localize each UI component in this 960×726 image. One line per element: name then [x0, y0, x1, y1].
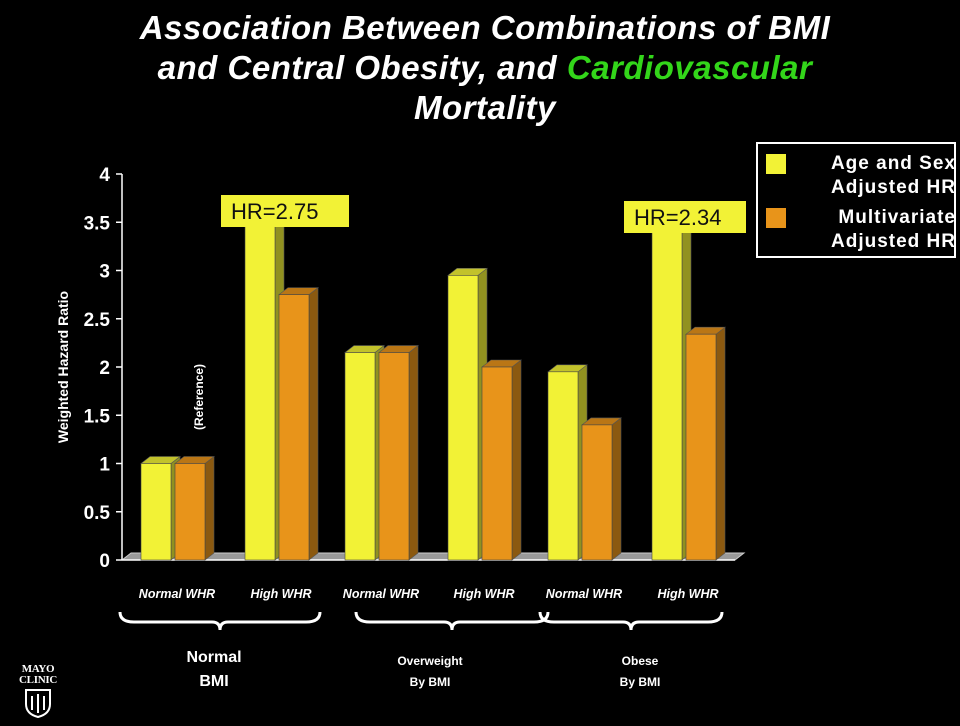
bar-series-1	[547, 371, 579, 561]
legend-swatch-series-2	[766, 208, 786, 228]
x-tick-label: High WHR	[453, 587, 514, 601]
legend-label-series-1-line-2: Adjusted HR	[831, 177, 956, 198]
bar-series-2	[685, 333, 717, 561]
y-tick-label: 2.5	[84, 310, 111, 331]
bar-series-2	[278, 294, 310, 561]
legend-label-series-1: Age and Sex Adjusted HR	[794, 152, 956, 200]
y-tick-label: 1.5	[84, 406, 111, 427]
chart-floor	[120, 552, 746, 561]
legend-swatch-series-1	[766, 154, 786, 174]
group-brace	[538, 611, 724, 631]
group-brace	[118, 611, 322, 631]
group-label-line-2: BMI	[199, 673, 228, 690]
group-label-line-2: By BMI	[410, 675, 451, 689]
title-highlight: Cardiovascular	[566, 49, 813, 86]
bar-series-2	[581, 424, 613, 561]
group-brace	[354, 611, 550, 631]
bar-series-1	[344, 352, 376, 561]
legend: Age and Sex Adjusted HR Multivariate Adj…	[756, 142, 956, 258]
bar-series-2	[174, 463, 206, 561]
mayo-clinic-logo: MAYO CLINIC	[12, 664, 64, 718]
bar-series-2-side	[715, 326, 726, 561]
title-line-2-text: and Central Obesity, and	[157, 49, 567, 86]
bar-series-1	[140, 463, 172, 561]
group-label-line-1: Normal	[186, 649, 241, 666]
bar-series-1	[447, 275, 479, 561]
y-tick-label: 3	[99, 262, 110, 283]
title-line-1: Association Between Combinations of BMI	[139, 9, 831, 46]
shield-icon	[25, 689, 51, 718]
legend-label-series-2-line-1: Multivariate	[838, 207, 956, 228]
y-tick-label: 1	[99, 455, 110, 476]
y-tick-label: 2	[99, 358, 110, 379]
x-tick-label: High WHR	[657, 587, 718, 601]
reference-annotation: (Reference)	[192, 364, 206, 430]
title-line-2: and Central Obesity, and Cardiovascular	[60, 48, 910, 88]
bar-series-2-side	[511, 359, 522, 561]
x-tick-label: Normal WHR	[139, 587, 215, 601]
bar-series-2	[481, 366, 513, 561]
x-tick-label: Normal WHR	[546, 587, 622, 601]
bar-series-2-side	[204, 455, 215, 561]
logo-text-line-2: CLINIC	[19, 674, 57, 686]
legend-label-series-2: Multivariate Adjusted HR	[794, 206, 956, 254]
bar-series-2-side	[611, 417, 622, 561]
y-axis-label: Weighted Hazard Ratio	[55, 291, 71, 443]
group-label-line-1: Overweight	[397, 654, 462, 668]
group-label-line-2: By BMI	[620, 675, 661, 689]
title-line-3: Mortality	[413, 89, 556, 126]
hr-annotation-box	[624, 201, 746, 233]
bar-series-2	[378, 352, 410, 561]
bar-series-1	[651, 221, 683, 561]
bar-series-2-side	[408, 344, 419, 561]
group-label-line-1: Obese	[622, 654, 659, 668]
logo-text-line-1: MAYO	[21, 663, 55, 675]
hr-annotation-label: HR=2.75	[231, 199, 318, 224]
y-tick-label: 0.5	[84, 503, 111, 524]
x-tick-label: Normal WHR	[343, 587, 419, 601]
y-tick-label: 4	[99, 165, 110, 186]
legend-label-series-1-line-1: Age and Sex	[830, 153, 956, 174]
hr-annotation-box	[221, 195, 349, 227]
chart-title: Association Between Combinations of BMI …	[60, 8, 910, 128]
y-tick-label: 3.5	[84, 213, 111, 234]
legend-label-series-2-line-2: Adjusted HR	[831, 231, 956, 252]
hr-annotation-label: HR=2.34	[634, 205, 721, 230]
bar-series-1	[244, 221, 276, 561]
x-tick-label: High WHR	[250, 587, 311, 601]
y-tick-label: 0	[99, 551, 110, 572]
bar-series-2-side	[308, 287, 319, 561]
